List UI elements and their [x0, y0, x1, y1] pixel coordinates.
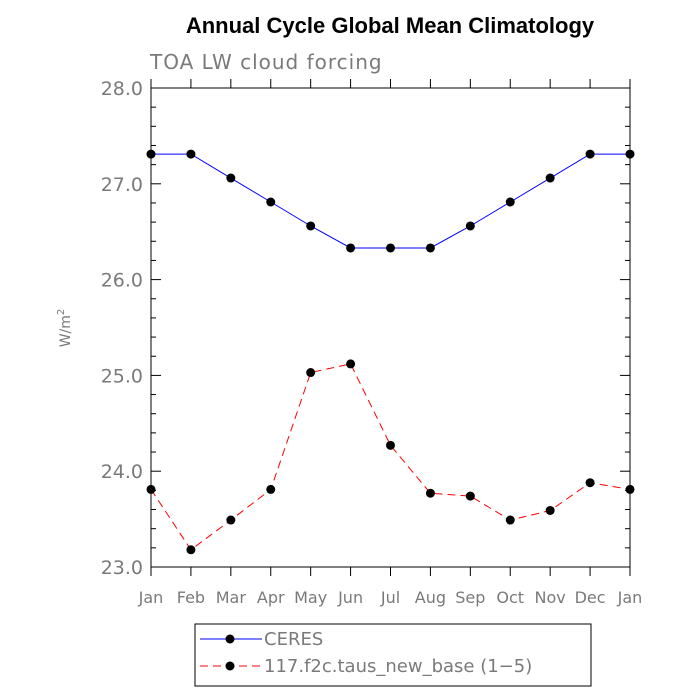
series-1-point [346, 359, 356, 369]
series-0-point [146, 149, 156, 159]
series-1-point [625, 484, 635, 494]
series-0-point [306, 221, 316, 231]
x-tick-label: Jan [617, 588, 643, 607]
series-0-point [346, 243, 356, 253]
series-0-point [545, 173, 555, 183]
series-0-point [226, 173, 236, 183]
series-layer [146, 149, 635, 555]
series-1-point [545, 505, 555, 515]
series-1-point [505, 515, 515, 525]
y-tick-label: 27.0 [101, 174, 143, 196]
series-1-point [306, 368, 316, 378]
chart-title: Annual Cycle Global Mean Climatology [186, 13, 595, 38]
plot-area [150, 87, 631, 568]
y-tick-label: 25.0 [101, 365, 143, 387]
x-tick-label: Jun [337, 588, 363, 607]
legend-marker-ceres [225, 634, 235, 644]
series-0-point [425, 243, 435, 253]
x-tick-label: Mar [216, 588, 247, 607]
series-0-point [625, 149, 635, 159]
y-tick-label: 28.0 [101, 78, 143, 100]
series-1-point [186, 545, 196, 555]
x-tick-labels: Jan Feb Mar Apr May Jun Jul Aug Sep Oct Nov Dec Jan [138, 588, 643, 607]
chart-subtitle: TOA LW cloud forcing [149, 50, 383, 74]
legend: CERES 117.f2c.taus_new_base (1−5) [194, 623, 592, 687]
y-tick-labels: 23.0 24.0 25.0 26.0 27.0 28.0 [101, 78, 143, 579]
series-1-point [226, 515, 236, 525]
legend-label-ceres: CERES [264, 629, 323, 650]
series-1-point [585, 478, 595, 488]
y-tick-label: 23.0 [101, 557, 143, 579]
x-tick-label: Nov [535, 588, 566, 607]
series-line-0 [151, 153, 630, 249]
x-tick-label: Oct [496, 588, 524, 607]
series-1-point [146, 484, 156, 494]
series-1-point [425, 488, 435, 498]
axis-ticks [150, 79, 631, 576]
svg-text:W/m2: W/m2 [56, 309, 74, 348]
x-tick-label: Apr [257, 588, 285, 607]
series-0-point [465, 221, 475, 231]
plot-frame [150, 87, 631, 568]
series-0-point [585, 149, 595, 159]
legend-marker-model [225, 661, 235, 671]
x-tick-label: Sep [455, 588, 485, 607]
series-0-point [386, 243, 395, 253]
series-1-point [465, 491, 475, 501]
x-tick-label: Jan [138, 588, 164, 607]
y-axis-label: W/m2 [56, 309, 74, 348]
series-1-point [386, 440, 395, 450]
x-tick-label: Feb [177, 588, 205, 607]
y-tick-label: 24.0 [101, 461, 143, 483]
x-tick-label: Dec [575, 588, 606, 607]
series-0-point [505, 197, 515, 207]
series-0-point [186, 149, 196, 159]
series-line-1 [150, 363, 631, 551]
x-tick-label: Jul [380, 588, 400, 607]
legend-box [194, 623, 592, 687]
series-1-point [266, 484, 276, 494]
series-0-point [266, 197, 276, 207]
x-tick-label: May [294, 588, 327, 607]
y-tick-label: 26.0 [101, 270, 143, 292]
legend-label-model: 117.f2c.taus_new_base (1−5) [264, 656, 532, 677]
x-tick-label: Aug [415, 588, 446, 607]
